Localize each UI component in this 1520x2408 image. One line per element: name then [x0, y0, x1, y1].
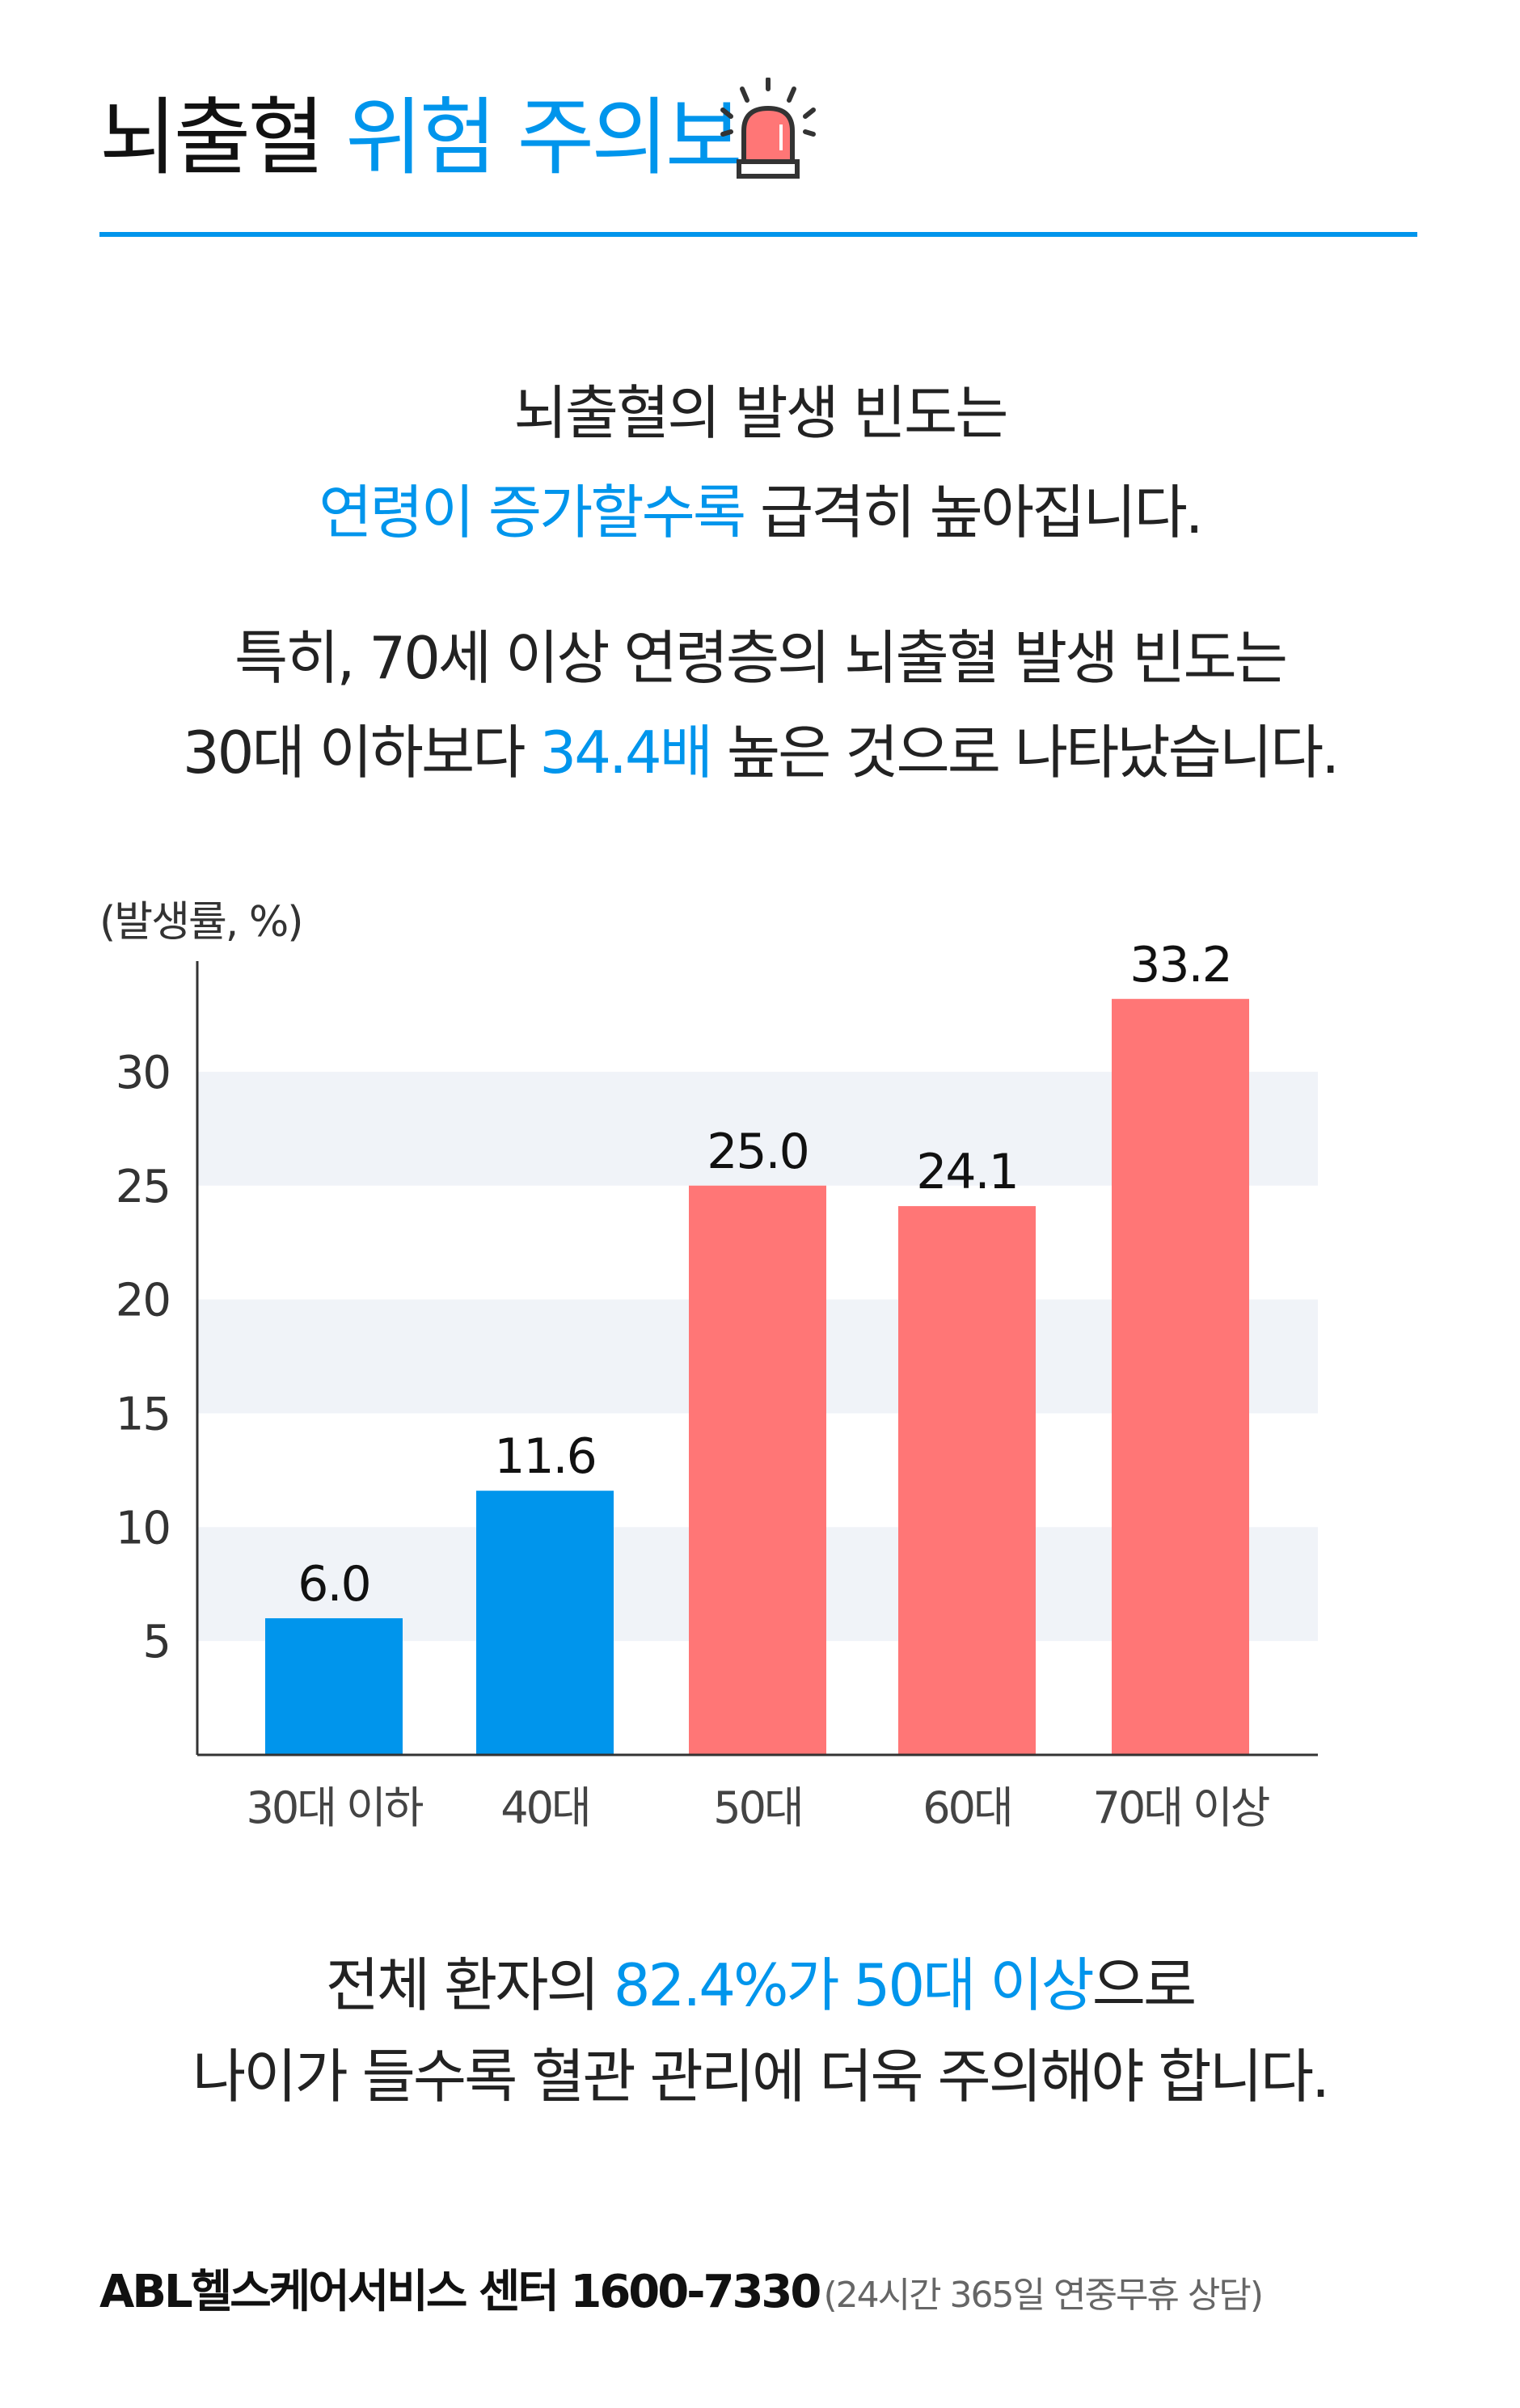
title-part1: 뇌출혈	[99, 88, 325, 187]
bar-60대	[898, 1206, 1036, 1755]
data-label: 33.2	[1129, 937, 1231, 993]
intro-line-1: 뇌출혈의 발생 빈도는	[513, 379, 1009, 447]
intro-highlight: 연령이 증가할수록	[319, 479, 746, 546]
intro-line-2-rest: 급격히 높아집니다.	[744, 479, 1204, 546]
page-title: 뇌출혈 위험 주의보	[99, 87, 743, 188]
footer-hours: (24시간 365일 연중무휴 상담)	[823, 2275, 1264, 2316]
siren-icon	[720, 78, 816, 179]
y-tick-label: 10	[116, 1502, 170, 1554]
intro-line-4: 30대 이하보다 34.4배 높은 것으로 나타났습니다.	[0, 723, 1520, 782]
conclusion-post: 으로	[1091, 1951, 1197, 2019]
y-tick-label: 30	[116, 1047, 170, 1099]
intro-line-2: 연령이 증가할수록 급격히 높아집니다.	[0, 483, 1520, 542]
footer-contact: ABL헬스케어서비스 센터 1600-7330 (24시간 365일 연중무휴 …	[99, 2255, 1264, 2321]
bar-50대	[689, 1185, 826, 1755]
footer-service-center: ABL헬스케어서비스 센터 1600-7330	[99, 2266, 821, 2318]
title-part2: 위험 주의보	[345, 88, 742, 187]
intro-line-4-pre: 30대 이하보다	[182, 719, 540, 787]
conclusion-pre: 전체 환자의	[325, 1951, 614, 2019]
y-tick-label: 20	[116, 1275, 170, 1327]
conclusion-line-2: 나이가 들수록 혈관 관리에 더욱 주의해야 합니다.	[192, 2043, 1330, 2111]
bar-40대	[476, 1491, 614, 1755]
x-tick-label: 60대	[923, 1782, 1011, 1833]
intro-line-3: 특히, 70세 이상 연령층의 뇌출혈 발생 빈도는	[234, 624, 1288, 692]
data-label: 25.0	[707, 1124, 809, 1180]
data-label: 24.1	[916, 1144, 1018, 1200]
conclusion-highlight: 82.4%가 50대 이상	[613, 1951, 1095, 2019]
intro-line-4-post: 높은 것으로 나타났습니다.	[710, 719, 1340, 787]
y-tick-label: 25	[116, 1161, 170, 1213]
data-label: 11.6	[494, 1428, 596, 1485]
bar-70대 이상	[1112, 998, 1249, 1755]
x-tick-label: 30대 이하	[247, 1782, 424, 1833]
intro-ratio-highlight: 34.4배	[539, 719, 713, 787]
data-label: 6.0	[298, 1556, 369, 1613]
x-tick-label: 50대	[713, 1782, 801, 1833]
title-divider	[99, 232, 1417, 237]
conclusion-line-1: 전체 환자의 82.4%가 50대 이상으로	[0, 1956, 1520, 2014]
x-tick-label: 70대 이상	[1093, 1782, 1269, 1833]
bar-30대 이하	[265, 1617, 403, 1755]
y-tick-label: 5	[142, 1616, 170, 1668]
chart-y-label: (발생률, %)	[99, 898, 304, 947]
x-tick-label: 40대	[500, 1782, 589, 1833]
y-tick-label: 15	[116, 1388, 170, 1440]
